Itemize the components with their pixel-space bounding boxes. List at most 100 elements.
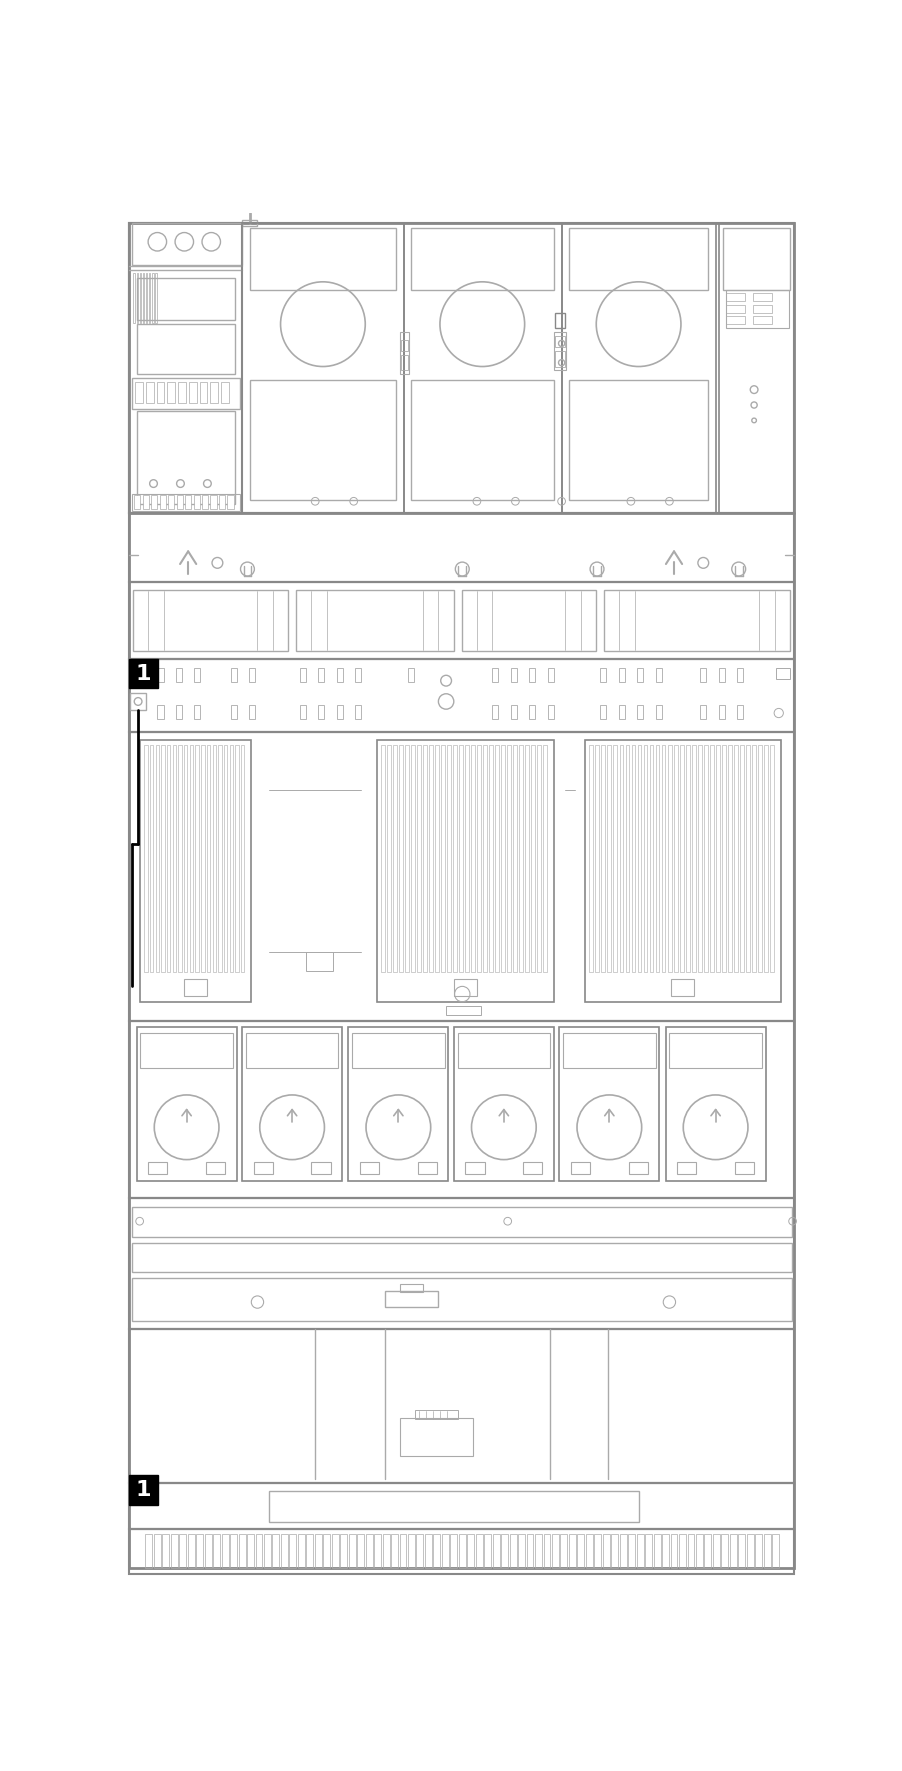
Bar: [185, 496, 191, 508]
Bar: [189, 744, 193, 972]
Bar: [202, 496, 208, 508]
Bar: [603, 1534, 610, 1569]
Bar: [299, 705, 306, 719]
Bar: [454, 979, 477, 995]
Bar: [382, 744, 385, 972]
Bar: [336, 705, 343, 719]
Bar: [529, 668, 536, 682]
Bar: [698, 744, 702, 972]
Bar: [149, 273, 151, 322]
Bar: [418, 1162, 437, 1174]
Bar: [355, 705, 362, 719]
Bar: [680, 744, 684, 972]
Bar: [670, 1534, 677, 1569]
Bar: [205, 1534, 212, 1569]
Bar: [197, 1534, 203, 1569]
Bar: [129, 223, 242, 514]
Bar: [129, 1475, 158, 1505]
Bar: [411, 744, 415, 972]
Bar: [152, 273, 153, 322]
Bar: [290, 1534, 297, 1569]
Bar: [148, 1162, 168, 1174]
Bar: [189, 383, 197, 404]
Bar: [674, 744, 677, 972]
Bar: [716, 744, 720, 972]
Bar: [384, 1291, 438, 1307]
Bar: [538, 744, 541, 972]
Bar: [548, 668, 554, 682]
Bar: [626, 744, 630, 972]
Bar: [776, 668, 789, 678]
Bar: [637, 668, 643, 682]
Bar: [391, 1534, 398, 1569]
Bar: [747, 1534, 754, 1569]
Bar: [737, 705, 743, 719]
Bar: [230, 1534, 237, 1569]
Bar: [725, 289, 788, 328]
Bar: [134, 496, 141, 508]
Bar: [725, 317, 745, 324]
Bar: [231, 705, 236, 719]
Bar: [607, 744, 612, 972]
Bar: [600, 668, 606, 682]
Bar: [179, 744, 182, 972]
Bar: [492, 1534, 500, 1569]
Bar: [752, 294, 772, 301]
Bar: [662, 744, 666, 972]
Bar: [770, 744, 774, 972]
Bar: [644, 744, 648, 972]
Bar: [527, 1534, 533, 1569]
Bar: [722, 1534, 728, 1569]
Bar: [418, 744, 421, 972]
Bar: [199, 383, 207, 404]
Bar: [679, 1534, 686, 1569]
Bar: [687, 1534, 695, 1569]
Bar: [231, 668, 236, 682]
Bar: [239, 1534, 245, 1569]
Bar: [272, 1534, 280, 1569]
Bar: [619, 705, 625, 719]
Bar: [136, 273, 138, 322]
Bar: [332, 1534, 338, 1569]
Bar: [129, 583, 794, 659]
Bar: [764, 744, 769, 972]
Bar: [133, 590, 289, 652]
Bar: [483, 744, 487, 972]
Bar: [417, 1534, 423, 1569]
Bar: [296, 590, 454, 652]
Bar: [255, 1534, 262, 1569]
Bar: [554, 331, 566, 370]
Bar: [728, 744, 732, 972]
Bar: [133, 273, 135, 322]
Bar: [671, 979, 694, 995]
Bar: [393, 744, 397, 972]
Bar: [467, 1534, 474, 1569]
Bar: [586, 1534, 593, 1569]
Bar: [556, 336, 565, 347]
Bar: [752, 305, 772, 313]
Bar: [404, 223, 562, 514]
Bar: [352, 1032, 445, 1068]
Bar: [656, 668, 662, 682]
Bar: [569, 228, 708, 289]
Bar: [281, 1534, 288, 1569]
Bar: [752, 317, 772, 324]
Bar: [704, 744, 708, 972]
Bar: [552, 1534, 559, 1569]
Bar: [589, 744, 593, 972]
Bar: [221, 383, 229, 404]
Bar: [629, 1162, 648, 1174]
Bar: [194, 668, 200, 682]
Bar: [571, 1162, 590, 1174]
Bar: [269, 1491, 639, 1521]
Bar: [157, 668, 163, 682]
Bar: [143, 273, 144, 322]
Bar: [242, 223, 404, 514]
Bar: [719, 668, 725, 682]
Bar: [315, 1534, 322, 1569]
Bar: [207, 744, 210, 972]
Bar: [194, 705, 200, 719]
Bar: [602, 744, 605, 972]
Bar: [168, 383, 175, 404]
Bar: [340, 1534, 347, 1569]
